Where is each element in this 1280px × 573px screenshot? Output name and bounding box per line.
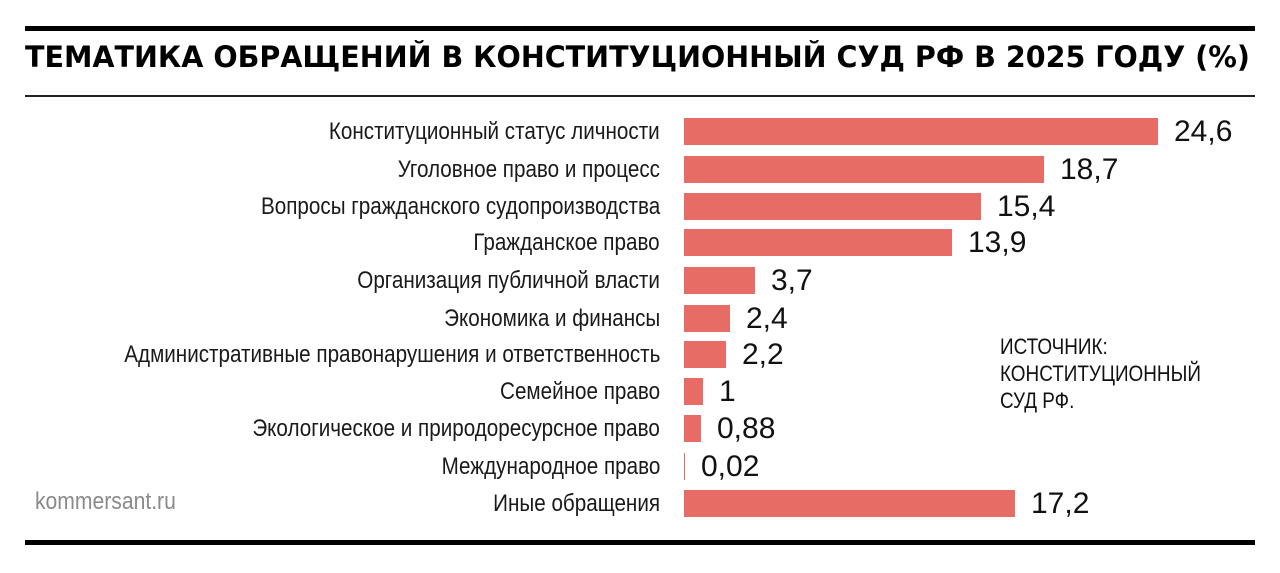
bar bbox=[684, 305, 730, 332]
category-label: Вопросы гражданского судопроизводства bbox=[260, 193, 660, 220]
value-label: 2,4 bbox=[746, 302, 788, 335]
category-label: Экологическое и природоресурсное право bbox=[252, 415, 660, 442]
chart-row: Вопросы гражданского судопроизводства 15… bbox=[0, 188, 1280, 225]
chart-row: Административные правонарушения и ответс… bbox=[0, 336, 1280, 373]
source-line: СУД РФ. bbox=[1000, 388, 1075, 413]
category-label: Иные обращения bbox=[493, 490, 660, 517]
bar bbox=[684, 341, 726, 368]
chart-row: Экологическое и природоресурсное право 0… bbox=[0, 410, 1280, 447]
bar bbox=[684, 156, 1044, 183]
value-label: 0,02 bbox=[701, 450, 760, 483]
chart-row: Иные обращения 17,2 bbox=[0, 485, 1280, 522]
value-label: 24,6 bbox=[1174, 115, 1233, 148]
category-label: Организация публичной власти bbox=[357, 267, 660, 294]
bar bbox=[684, 267, 755, 294]
chart-row: Международное право 0,02 bbox=[0, 448, 1280, 485]
chart-row: Экономика и финансы 2,4 bbox=[0, 300, 1280, 337]
chart-title: ТЕМАТИКА ОБРАЩЕНИЙ В КОНСТИТУЦИОННЫЙ СУД… bbox=[25, 40, 1250, 74]
chart-row: Организация публичной власти 3,7 bbox=[0, 262, 1280, 299]
value-label: 18,7 bbox=[1060, 153, 1119, 186]
title-divider bbox=[25, 95, 1255, 97]
value-label: 15,4 bbox=[997, 190, 1056, 223]
source-line: КОНСТИТУЦИОННЫЙ bbox=[1000, 361, 1201, 386]
bar bbox=[684, 490, 1015, 517]
category-label: Конституционный статус личности bbox=[329, 118, 660, 145]
brand-watermark: kommersant.ru bbox=[35, 488, 176, 515]
value-label: 0,88 bbox=[717, 412, 776, 445]
bar bbox=[684, 118, 1158, 145]
category-label: Международное право bbox=[441, 453, 660, 480]
bar bbox=[684, 415, 701, 442]
value-label: 2,2 bbox=[742, 338, 784, 371]
chart-row: Уголовное право и процесс 18,7 bbox=[0, 151, 1280, 188]
bar bbox=[684, 378, 703, 405]
bar bbox=[684, 229, 952, 256]
source-note: ИСТОЧНИК: КОНСТИТУЦИОННЫЙ СУД РФ. bbox=[1000, 333, 1201, 414]
value-label: 13,9 bbox=[968, 226, 1027, 259]
bar bbox=[684, 193, 981, 220]
value-label: 3,7 bbox=[771, 264, 813, 297]
top-rule bbox=[25, 26, 1255, 31]
category-label: Уголовное право и процесс bbox=[397, 156, 660, 183]
category-label: Семейное право bbox=[499, 378, 660, 405]
bar bbox=[684, 453, 685, 480]
category-label: Административные правонарушения и ответс… bbox=[123, 341, 660, 368]
chart-row: Конституционный статус личности 24,6 bbox=[0, 113, 1280, 150]
category-label: Гражданское право bbox=[473, 229, 660, 256]
category-label: Экономика и финансы bbox=[443, 305, 660, 332]
chart-row: Гражданское право 13,9 bbox=[0, 224, 1280, 261]
source-line: ИСТОЧНИК: bbox=[1000, 334, 1108, 359]
value-label: 1 bbox=[719, 375, 736, 408]
value-label: 17,2 bbox=[1031, 487, 1090, 520]
bottom-rule bbox=[25, 540, 1255, 545]
chart-row: Семейное право 1 bbox=[0, 373, 1280, 410]
